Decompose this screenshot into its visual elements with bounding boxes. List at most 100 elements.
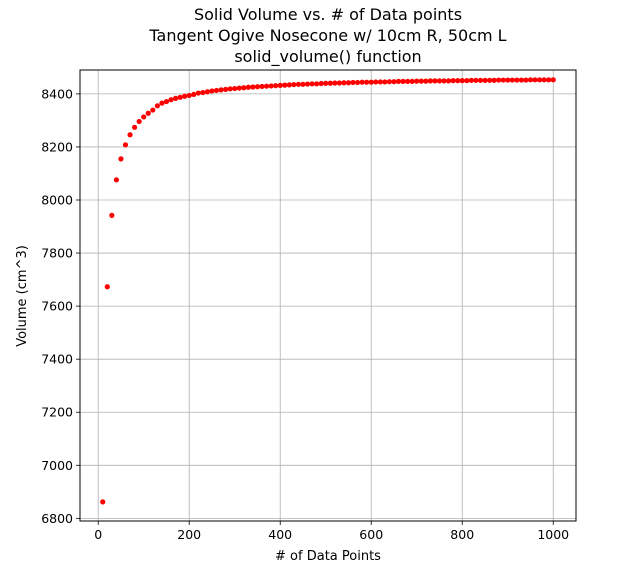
data-point bbox=[209, 88, 215, 94]
data-point bbox=[227, 86, 233, 92]
data-point bbox=[455, 78, 461, 84]
data-point bbox=[263, 83, 270, 89]
data-point bbox=[391, 79, 397, 85]
data-point bbox=[332, 80, 338, 86]
data-point bbox=[423, 78, 429, 84]
y-tick-label: 7000 bbox=[41, 458, 73, 473]
data-point bbox=[200, 89, 206, 96]
data-point bbox=[304, 81, 311, 87]
x-axis: 0 200 400 600 800 1000 bbox=[94, 521, 569, 542]
data-point bbox=[250, 84, 256, 90]
data-point bbox=[341, 80, 347, 86]
data-point bbox=[327, 80, 333, 86]
data-point bbox=[468, 77, 474, 83]
data-point bbox=[550, 77, 556, 83]
data-point bbox=[477, 77, 484, 83]
chart-title-line-1: Solid Volume vs. # of Data points bbox=[194, 5, 462, 24]
data-point bbox=[314, 81, 320, 87]
data-point bbox=[486, 77, 493, 83]
data-point bbox=[523, 77, 529, 83]
data-point bbox=[122, 142, 129, 148]
data-point bbox=[118, 156, 124, 162]
plot-area-frame bbox=[79, 69, 577, 522]
data-point bbox=[300, 81, 306, 87]
data-point bbox=[268, 83, 274, 89]
data-point bbox=[318, 80, 324, 87]
data-point bbox=[154, 103, 160, 109]
data-point bbox=[168, 97, 174, 103]
data-point bbox=[286, 82, 292, 88]
x-tick-label: 1000 bbox=[537, 527, 569, 542]
data-points bbox=[100, 77, 556, 505]
data-point bbox=[336, 80, 342, 86]
y-tick-label: 8000 bbox=[41, 192, 73, 207]
data-point bbox=[345, 80, 352, 86]
data-point bbox=[163, 98, 170, 105]
x-tick-label: 600 bbox=[359, 527, 383, 542]
x-tick-label: 200 bbox=[177, 527, 201, 542]
data-point bbox=[414, 78, 420, 84]
data-point bbox=[445, 78, 452, 84]
y-axis: 6800 7000 7200 7400 7600 7800 8000 8200 8400 bbox=[41, 86, 80, 526]
y-tick-label: 7800 bbox=[41, 246, 73, 261]
data-point bbox=[350, 79, 356, 86]
data-point bbox=[309, 81, 315, 87]
data-point bbox=[172, 95, 179, 101]
data-point bbox=[241, 85, 247, 91]
data-point bbox=[514, 77, 520, 83]
data-point bbox=[382, 79, 388, 85]
data-point bbox=[518, 77, 524, 83]
data-point bbox=[505, 77, 511, 83]
chart-title-line-3: solid_volume() function bbox=[234, 47, 421, 67]
y-tick-label: 7600 bbox=[41, 299, 73, 314]
data-point bbox=[159, 100, 165, 106]
data-point bbox=[236, 85, 242, 91]
data-point bbox=[295, 81, 302, 87]
x-axis-label: # of Data Points bbox=[275, 549, 381, 564]
data-point bbox=[395, 78, 402, 85]
data-point bbox=[546, 77, 552, 83]
data-point bbox=[104, 284, 110, 290]
data-point bbox=[491, 77, 497, 83]
data-point bbox=[204, 89, 211, 95]
data-point bbox=[213, 87, 220, 94]
data-point bbox=[500, 77, 506, 83]
data-point bbox=[441, 78, 447, 84]
data-point bbox=[218, 87, 224, 93]
data-point bbox=[359, 79, 365, 85]
data-point bbox=[100, 499, 106, 505]
data-point bbox=[141, 114, 147, 120]
data-point bbox=[136, 118, 142, 125]
data-point bbox=[150, 107, 156, 113]
grid bbox=[80, 70, 576, 521]
x-tick-label: 0 bbox=[94, 527, 102, 542]
data-point bbox=[186, 92, 192, 99]
data-point bbox=[291, 81, 297, 88]
data-point bbox=[386, 79, 393, 85]
data-point bbox=[245, 84, 251, 90]
data-point bbox=[259, 83, 265, 90]
data-point bbox=[232, 85, 238, 92]
data-point bbox=[459, 78, 465, 84]
data-point bbox=[109, 212, 115, 218]
data-point bbox=[113, 177, 120, 183]
y-tick-label: 8200 bbox=[41, 139, 73, 154]
data-point bbox=[354, 79, 361, 86]
data-point bbox=[323, 80, 329, 86]
data-point bbox=[532, 77, 538, 83]
data-point bbox=[473, 77, 479, 83]
data-point bbox=[364, 79, 370, 85]
data-point bbox=[418, 78, 424, 84]
y-tick-label: 8400 bbox=[41, 86, 73, 101]
data-point bbox=[436, 78, 443, 84]
data-point bbox=[409, 78, 415, 85]
data-point bbox=[182, 93, 188, 99]
data-point bbox=[195, 90, 201, 96]
y-tick-label: 6800 bbox=[41, 511, 73, 526]
x-tick-label: 800 bbox=[450, 527, 474, 542]
data-point bbox=[509, 77, 515, 83]
data-point bbox=[277, 82, 283, 88]
y-axis-label: Volume (cm^3) bbox=[15, 245, 30, 347]
